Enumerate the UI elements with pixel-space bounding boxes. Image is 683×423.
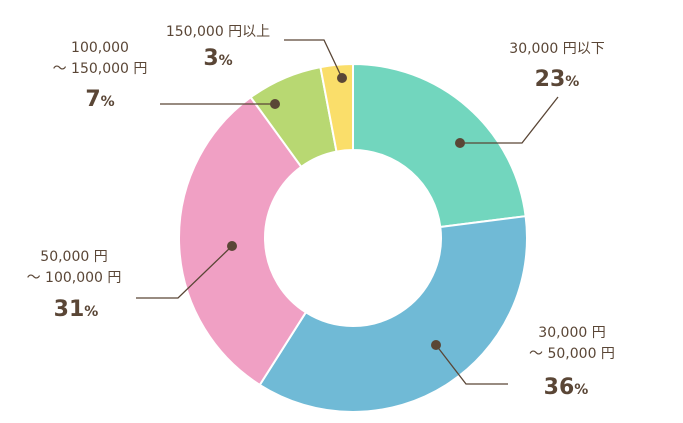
leader-dot-0 [455, 138, 465, 148]
slice-label-2: 50,000 円 ～ 100,000 円 31% [27, 249, 122, 322]
leader-line-0 [460, 96, 559, 144]
slice-label-0: 30,000 円以下 23% [509, 41, 604, 92]
slice-label-line: 150,000 円以上 [166, 24, 270, 40]
slice-label-line: 30,000 円 [538, 325, 605, 341]
slice-percent: 36% [544, 375, 589, 400]
donut-slice-4 [319, 62, 354, 153]
donut-slice-1 [258, 215, 528, 413]
slice-label-4: 150,000 円以上 3% [166, 24, 270, 71]
leader-line-2 [136, 245, 233, 299]
slice-label-line: 50,000 円 [40, 249, 107, 265]
slices-group [178, 62, 528, 413]
slice-label-line: 100,000 [71, 40, 129, 56]
slice-percent: 31% [54, 297, 99, 322]
donut-slice-0 [352, 62, 527, 229]
slice-label-line: ～ 100,000 円 [27, 270, 122, 286]
leader-dot-2 [227, 241, 237, 251]
donut-slice-2 [178, 95, 308, 387]
leader-dot-4 [337, 73, 347, 83]
slice-label-line: 30,000 円以下 [509, 41, 604, 57]
leader-line-1 [435, 344, 508, 385]
slice-label-1: 30,000 円 ～ 50,000 円 36% [529, 325, 615, 400]
leader-line-4 [284, 39, 343, 79]
slice-percent: 3% [203, 46, 232, 71]
leader-dot-1 [431, 340, 441, 350]
slice-label-3: 100,000 ～ 150,000 円 7% [53, 40, 148, 112]
leader-dot-3 [270, 99, 280, 109]
slice-percent: 23% [535, 67, 580, 92]
labels-group: 30,000 円以下 23% 30,000 円 ～ 50,000 円 36% 50,000… [27, 24, 615, 400]
slice-label-line: ～ 150,000 円 [53, 61, 148, 77]
leaders-group [136, 39, 559, 385]
slice-percent: 7% [85, 87, 114, 112]
slice-label-line: ～ 50,000 円 [529, 346, 615, 362]
